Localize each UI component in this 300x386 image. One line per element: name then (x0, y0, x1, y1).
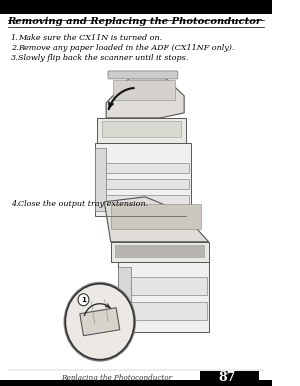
Bar (0, 380, 272, 386)
Bar (111, 204, 201, 229)
Text: 87: 87 (218, 371, 236, 384)
Bar (97, 179, 189, 189)
Text: Close the output tray extension.: Close the output tray extension. (18, 200, 148, 208)
FancyBboxPatch shape (97, 118, 186, 143)
Text: Removing and Replacing the Photoconductor: Removing and Replacing the Photoconducto… (7, 17, 261, 27)
Bar (95, 148, 106, 211)
FancyBboxPatch shape (95, 143, 190, 216)
Circle shape (65, 284, 134, 360)
Text: 1: 1 (81, 297, 86, 303)
Bar (118, 262, 209, 332)
Text: Replacing the Photoconductor: Replacing the Photoconductor (61, 374, 172, 382)
Polygon shape (80, 308, 120, 336)
Text: Slowly flip back the scanner until it stops.: Slowly flip back the scanner until it st… (18, 54, 188, 62)
Bar (200, 371, 259, 384)
Bar (97, 163, 189, 173)
Bar (97, 195, 189, 205)
Circle shape (64, 282, 136, 362)
Bar (0, 0, 272, 14)
Text: 2.: 2. (11, 44, 19, 52)
Bar (111, 242, 209, 262)
FancyBboxPatch shape (108, 71, 178, 79)
Bar (102, 121, 182, 137)
Text: 1.: 1. (11, 34, 19, 42)
Text: 4.: 4. (11, 200, 19, 208)
Polygon shape (106, 76, 184, 118)
Bar (113, 80, 175, 100)
Text: 3.: 3. (11, 54, 19, 62)
Text: Make sure the CX11N is turned on.: Make sure the CX11N is turned on. (18, 34, 162, 42)
Polygon shape (104, 197, 209, 242)
Bar (120, 302, 207, 320)
Circle shape (78, 294, 89, 306)
Bar (115, 245, 204, 257)
Bar (118, 267, 130, 327)
Text: Remove any paper loaded in the ADF (CX11NF only).: Remove any paper loaded in the ADF (CX11… (18, 44, 235, 52)
Bar (120, 277, 207, 295)
